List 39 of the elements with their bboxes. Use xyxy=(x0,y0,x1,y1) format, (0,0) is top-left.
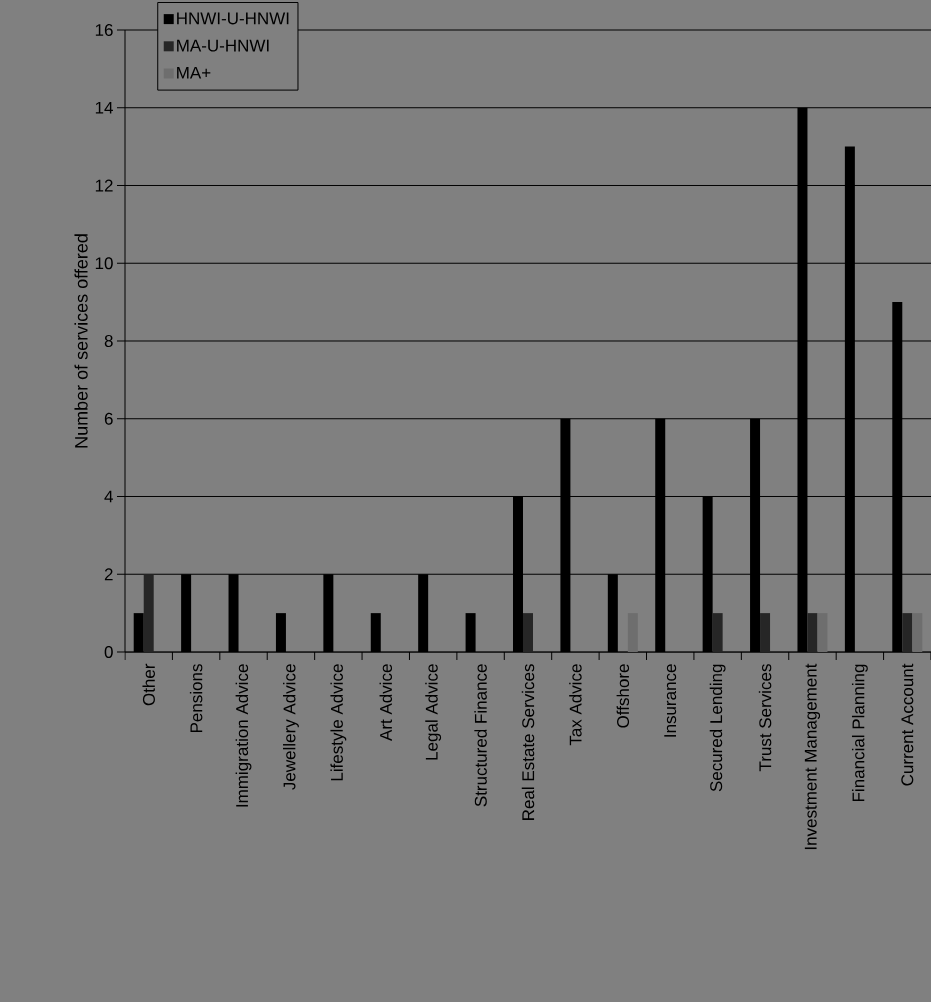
y-tick-label: 6 xyxy=(104,412,113,425)
y-tick-label: 10 xyxy=(95,257,113,270)
legend-label: HNWI-U-HNWI xyxy=(176,12,289,25)
x-tick-label: Immigration Advice xyxy=(235,664,252,807)
bar xyxy=(817,613,828,652)
y-axis-title: Number of services offered xyxy=(74,234,88,448)
x-tick-label: Art Advice xyxy=(379,664,392,741)
bar xyxy=(143,574,154,652)
bar xyxy=(712,613,723,652)
x-tick-label: Pensions xyxy=(189,664,203,733)
x-tick-label: Real Estate Services xyxy=(521,664,535,820)
x-tick-label: Investment Management xyxy=(804,663,820,850)
legend-label: MA-U-HNWI xyxy=(176,39,269,52)
y-tick-label: 8 xyxy=(104,334,113,348)
x-tick-label: Trust Services xyxy=(758,664,772,772)
y-tick-label: 2 xyxy=(104,568,113,581)
bar xyxy=(902,613,913,652)
bar xyxy=(807,613,818,652)
x-tick-label: Lifestyle Advice xyxy=(330,664,347,781)
x-tick-label: Current Account xyxy=(901,663,914,786)
y-tick-label: 14 xyxy=(95,101,113,114)
x-tick-label: Legal Advice xyxy=(425,664,441,760)
x-tick-label: Offshore xyxy=(616,664,629,728)
x-tick-label: Financial Planning xyxy=(851,664,868,802)
x-tick-label: Tax Advice xyxy=(568,664,582,746)
x-tick-label: Structured Finance xyxy=(474,664,487,807)
y-tick-label: 4 xyxy=(104,490,113,503)
bar xyxy=(627,613,638,652)
x-tick-label: Secured Lending xyxy=(709,664,726,792)
x-tick-label: Jewellery Advice xyxy=(282,664,299,790)
y-tick-label: 0 xyxy=(104,645,113,659)
bar xyxy=(912,613,923,652)
bar xyxy=(522,613,533,652)
y-tick-label: 16 xyxy=(95,23,113,37)
x-tick-label: Insurance xyxy=(664,664,676,737)
y-tick-label: 12 xyxy=(95,179,113,192)
x-tick-label: Other xyxy=(142,663,155,706)
legend-label: MA+ xyxy=(176,66,211,79)
bar xyxy=(759,613,770,652)
